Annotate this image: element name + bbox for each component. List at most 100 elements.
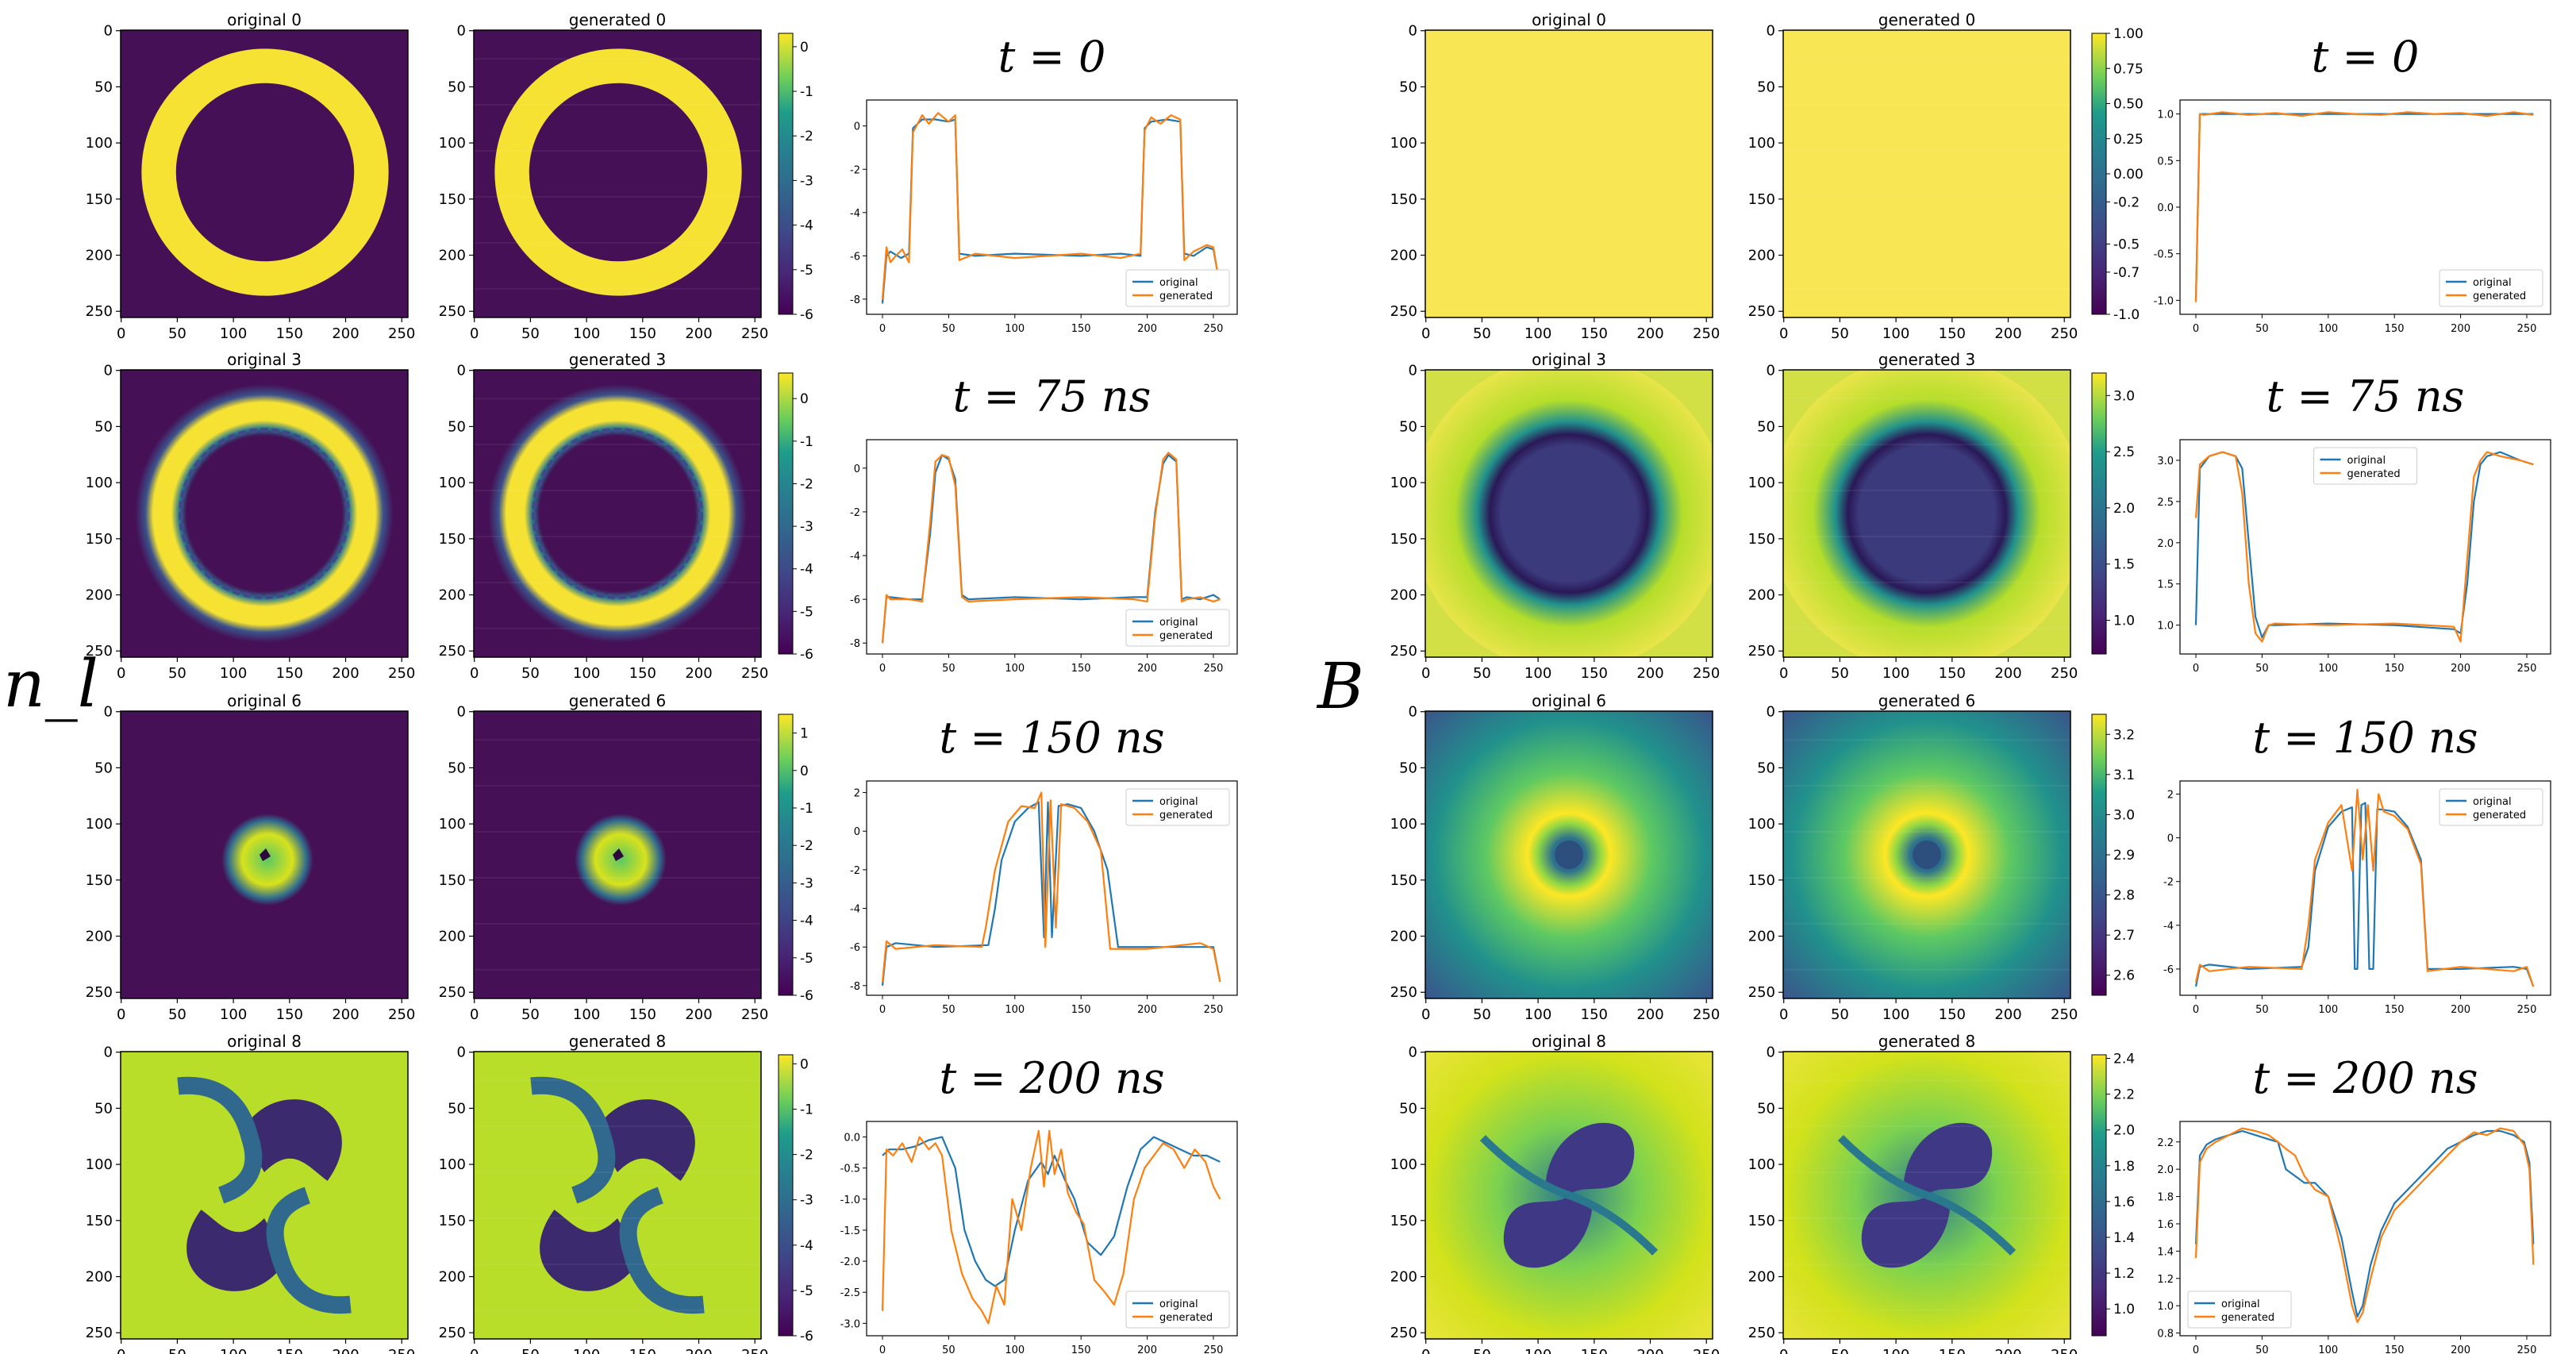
B-row3-original-image: [1425, 1052, 1713, 1339]
B-row3-xtick-label: 50: [2255, 1344, 2269, 1354]
n_l-row2-generated-core: [613, 848, 624, 861]
B-row3-original-arm: [1479, 1135, 1571, 1199]
n_l-row1-line: t = 75 ns 0 50 100 150 200 250 0 -2 -4 -6 -8 origina…: [850, 371, 1238, 675]
B-row0-ytick-label: 1.0: [2157, 110, 2174, 121]
n_l-row1-time-label: t = 75 ns: [953, 371, 1152, 421]
B-row1-original-ytick-label: 0: [1409, 363, 1417, 379]
B-row1-ytick-label: 2.0: [2157, 538, 2174, 550]
B-row2-colorbar-tick-label: 2.6: [2113, 968, 2135, 984]
B-row3-original-lobe: [1503, 1195, 1592, 1268]
B-row1-colorbar-tick-label: 2.5: [2113, 444, 2135, 460]
B-row2-colorbar-tick-label: 2.8: [2113, 888, 2135, 904]
B-row1-generated-xtick-label: 150: [1939, 665, 1966, 682]
n_l-row3-generated-xtick-label: 100: [573, 1347, 600, 1354]
n_l-row3-xtick-label: 50: [942, 1344, 955, 1354]
B-row3-time-label: t = 200 ns: [2252, 1053, 2478, 1103]
B-row3-xtick-label: 250: [2517, 1344, 2537, 1354]
n_l-row0-original-ytick-label: 100: [86, 135, 113, 152]
B-row3-ytick-label: 0.8: [2157, 1329, 2174, 1341]
B-row0-legend-label: original: [2473, 277, 2512, 289]
n_l-row1-generated-xtick-label: 0: [470, 665, 479, 682]
B-row2-original-title: original 6: [1532, 691, 1606, 710]
B-row3-original-ytick-label: 200: [1390, 1269, 1417, 1286]
B-row1-original-disk: [1425, 370, 1713, 657]
B-row2-xtick-label: 150: [2385, 1004, 2405, 1016]
n_l-row1-xtick-label: 50: [942, 663, 955, 675]
n_l-row3-original-xtick-label: 0: [117, 1347, 125, 1354]
B-row1-xtick-label: 50: [2255, 663, 2269, 675]
n_l-row1-original-xtick-label: 100: [220, 665, 247, 682]
n_l-row2-original-core: [260, 848, 271, 861]
n_l-row2-legend-label: original: [1159, 796, 1198, 808]
n_l-row1-colorbar-tick-label: -6: [800, 647, 813, 663]
n_l-row2-xtick-label: 100: [1005, 1004, 1025, 1016]
n_l-row3-legend-label: generated: [1159, 1312, 1213, 1324]
B-row0-generated-title: generated 0: [1878, 10, 1975, 29]
n_l-row3-original-arm: [266, 1187, 352, 1314]
n_l-row2-generated-image: [474, 711, 761, 998]
n_l-row0-generated-xtick-label: 0: [470, 325, 479, 342]
n_l-row0-generated-xtick-label: 100: [573, 325, 600, 342]
B-row2-colorbar-tick-label: 3.0: [2113, 807, 2135, 823]
n_l-row1-generated-ytick-label: 50: [448, 418, 466, 435]
n_l-row3-original-ytick-label: 100: [86, 1156, 113, 1173]
n_l-row2-original-xtick-label: 200: [332, 1006, 359, 1023]
B-row0-colorbar-tick-label: -1.0: [2113, 307, 2140, 323]
B-row3-generated-ytick-label: 250: [1748, 1325, 1775, 1341]
n_l-row0-ytick-label: 0: [854, 121, 860, 133]
B-row1-generated-ytick-label: 150: [1748, 531, 1775, 548]
n_l-row0-xtick-label: 200: [1137, 323, 1157, 335]
B-row2-xtick-label: 100: [2318, 1004, 2338, 1016]
n_l-row1-original-ytick-label: 100: [86, 475, 113, 491]
n_l-row1-generated-image: [474, 370, 761, 657]
n_l-row0-generated-ytick-label: 250: [439, 303, 466, 320]
n_l-row0-colorbar-tick-label: 0: [800, 40, 809, 56]
n_l-row3-ytick-label: -3.0: [840, 1318, 860, 1330]
B-row3-xtick-label: 150: [2385, 1344, 2405, 1354]
B-row3-original-ytick-label: 150: [1390, 1213, 1417, 1229]
n_l-row3-generated-ytick-label: 150: [439, 1213, 466, 1229]
n_l-row3-generated-ytick-label: 200: [439, 1269, 466, 1286]
n_l-row3-series-generated: [881, 1129, 1221, 1325]
B-row1-generated-title: generated 3: [1878, 350, 1975, 369]
B-row3-colorbar-tick-label: 1.0: [2113, 1302, 2135, 1317]
n_l-row2-series-generated: [881, 791, 1221, 983]
n_l-row0-series-generated: [881, 112, 1221, 299]
B-row2-generated-ytick-label: 100: [1748, 816, 1775, 833]
n_l-row2-generated-ytick-label: 200: [439, 929, 466, 945]
n_l-row2-colorbar: [778, 714, 794, 996]
B-row1-legend-label: original: [2347, 455, 2386, 467]
B-row2-legend: [2439, 788, 2543, 826]
B-row0-series-generated: [2194, 111, 2534, 302]
B-row3-generated-ytick-label: 50: [1757, 1100, 1775, 1117]
B-row2-generated-xtick-label: 200: [1994, 1006, 2021, 1023]
n_l-row3-heatmap: original 8 0 0 50 50 100 100 150 150 200 200 250 250…: [86, 1032, 813, 1354]
B-row1-ytick-label: 1.5: [2157, 579, 2174, 591]
B-row2-generated-ytick-label: 0: [1767, 704, 1775, 721]
B-row2-generated-ytick-label: 250: [1748, 984, 1775, 1001]
n_l-row3-generated-arm: [619, 1187, 705, 1314]
n_l-row0-original-ytick-label: 250: [86, 303, 113, 320]
B-row3-original-ytick-label: 0: [1409, 1044, 1417, 1061]
n_l-row0-generated-xtick-label: 150: [629, 325, 656, 342]
n_l-row3-original-lobe: [186, 1210, 287, 1291]
n_l-row2-original-ytick-label: 250: [86, 984, 113, 1001]
n_l-row3-line: t = 200 ns 0 50 100 150 200 250 0.0 -0.5 -1.0 -1.5…: [840, 1053, 1238, 1354]
B-row0-original-xtick-label: 150: [1581, 325, 1608, 342]
B-row0-generated-xtick-label: 200: [1994, 325, 2021, 342]
n_l-row2-ytick-label: -4: [850, 904, 860, 916]
B-row3-ytick-label: 2.2: [2157, 1137, 2174, 1149]
B-row3-original-xtick-label: 150: [1581, 1347, 1608, 1354]
n_l-row0-generated-ytick-label: 200: [439, 248, 466, 264]
B-row0-original-xtick-label: 0: [1421, 325, 1430, 342]
n_l-row3-original-xtick-label: 50: [168, 1347, 186, 1354]
B-row0-original-bg: [1425, 30, 1713, 317]
n_l-row1-generated-ring: [488, 384, 747, 643]
B-row3-original-ytick-label: 250: [1390, 1325, 1417, 1341]
B-row2-xtick-label: 0: [2193, 1004, 2199, 1016]
B-row2-xtick-label: 50: [2255, 1004, 2269, 1016]
n_l-row3-original-bg: [121, 1052, 408, 1339]
B-row2-colorbar-tick-label: 2.9: [2113, 848, 2135, 864]
n_l-row3-colorbar-tick-label: -2: [800, 1148, 813, 1164]
B-row2-line: t = 150 ns 0 50 100 150 200 250 2 0 -2 -4 -6 origina…: [2163, 713, 2551, 1016]
